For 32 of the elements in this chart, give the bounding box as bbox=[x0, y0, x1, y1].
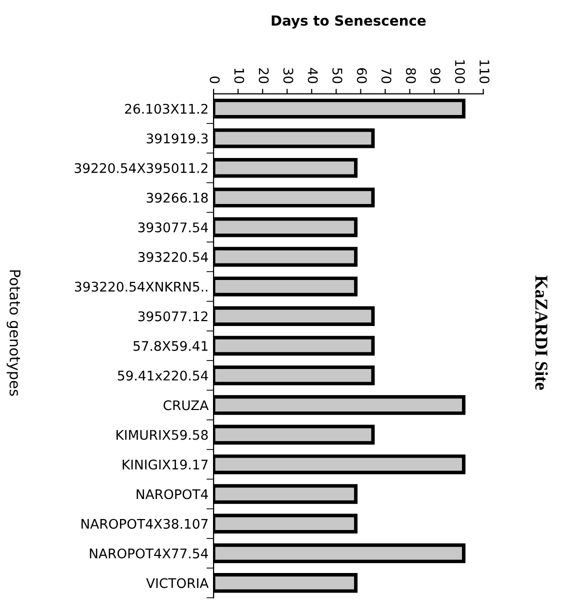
x-tick-label: 100 bbox=[454, 60, 465, 84]
y-tick-label: CRUZA bbox=[164, 400, 209, 410]
y-tick-label: NAROPOT4X38.107 bbox=[82, 518, 208, 529]
y-tick-label: 57.8X59.41 bbox=[134, 340, 208, 351]
y-tick-label: 39266.18 bbox=[146, 192, 208, 203]
y-tick-label: NAROPOT4X77.54 bbox=[90, 548, 208, 558]
x-tick-label: 60 bbox=[356, 68, 367, 84]
x-tick-label: 80 bbox=[406, 68, 416, 84]
x-tick-label: 10 bbox=[234, 68, 244, 84]
y-tick-label: NAROPOT4 bbox=[136, 489, 208, 500]
x-tick-label: 70 bbox=[381, 68, 392, 84]
y-tick-label: 395077.12 bbox=[138, 311, 208, 322]
x-tick-label: 50 bbox=[332, 68, 342, 84]
y-tick-label: KINIGIX19.17 bbox=[122, 460, 208, 470]
x-tick-label: 30 bbox=[283, 68, 294, 84]
x-tick-label: 110 bbox=[479, 60, 490, 84]
x-tick-label: 40 bbox=[308, 68, 318, 84]
y-tick-label: 393220.54XNKRN5.. bbox=[74, 282, 208, 292]
y-tick-label: 26.103X11.2 bbox=[125, 104, 208, 114]
y-tick-label: KIMURIX59.58 bbox=[116, 430, 208, 440]
y-tick-label: 393077.54 bbox=[138, 222, 208, 232]
y-tick-label: VICTORIA bbox=[146, 578, 209, 588]
x-tick-label: 20 bbox=[258, 68, 269, 84]
y-tick-label: 393220.54 bbox=[138, 252, 208, 262]
y-tick-label: 391919.3 bbox=[146, 133, 208, 144]
x-tick-label: 0 bbox=[210, 76, 220, 84]
x-tick-label: 90 bbox=[430, 68, 440, 84]
y-tick-label: 59.41x220.54 bbox=[118, 370, 208, 381]
y-axis-title: Potato genotypes bbox=[6, 270, 20, 396]
chart-title: Days to Senescence bbox=[272, 15, 426, 29]
text: KaZARDI Site bbox=[535, 276, 548, 390]
y-tick-label: 39220.54X395011.2 bbox=[74, 163, 208, 174]
